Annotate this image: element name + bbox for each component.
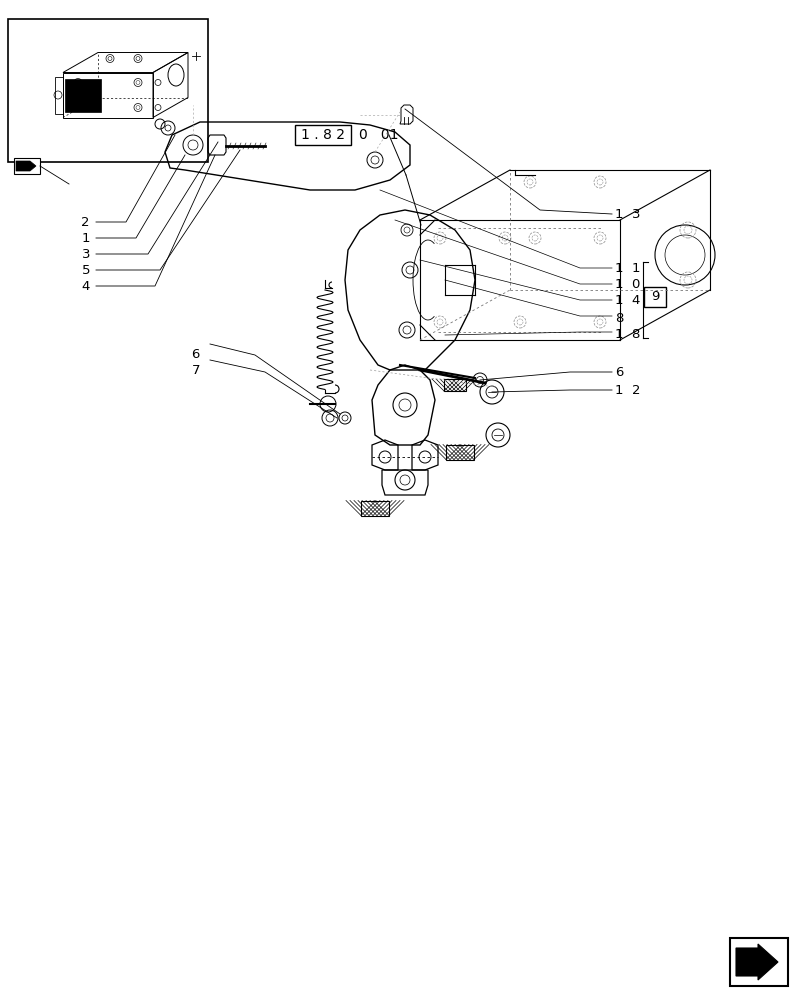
Text: 6: 6 — [614, 365, 623, 378]
Bar — [729, 938, 787, 986]
Polygon shape — [735, 944, 777, 980]
Text: 1  4: 1 4 — [614, 294, 640, 306]
Bar — [294, 125, 350, 145]
Text: 1  3: 1 3 — [614, 208, 640, 221]
Polygon shape — [65, 79, 101, 112]
Text: 5: 5 — [81, 263, 90, 276]
Bar — [643, 287, 665, 307]
Text: 8: 8 — [614, 312, 623, 324]
Text: 2: 2 — [81, 216, 90, 229]
Bar — [14, 158, 40, 174]
Text: 3: 3 — [81, 247, 90, 260]
Text: 1  2: 1 2 — [614, 383, 640, 396]
Text: 1  8: 1 8 — [614, 328, 640, 342]
Text: 9: 9 — [650, 290, 659, 304]
Text: 1  1: 1 1 — [614, 261, 640, 274]
Text: 4: 4 — [82, 279, 90, 292]
Text: 1 . 8 2: 1 . 8 2 — [301, 128, 345, 142]
Text: 0   01: 0 01 — [358, 128, 398, 142]
Bar — [361, 500, 388, 516]
Text: 1  0: 1 0 — [614, 277, 640, 290]
Bar — [444, 379, 466, 391]
Polygon shape — [16, 161, 36, 171]
Bar — [445, 444, 474, 460]
Bar — [8, 19, 208, 162]
Text: 7: 7 — [191, 363, 200, 376]
Text: 1: 1 — [81, 232, 90, 244]
Text: 6: 6 — [191, 348, 200, 360]
